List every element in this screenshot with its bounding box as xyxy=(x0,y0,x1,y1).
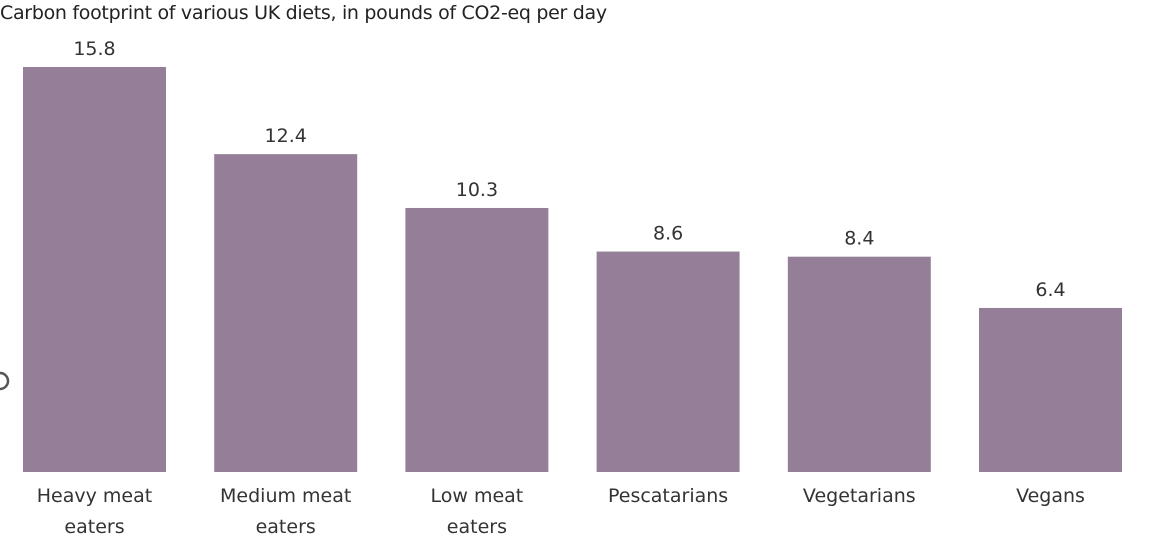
value-labels-group: 15.8 12.4 10.3 8.6 8.4 6.4 xyxy=(73,38,1065,301)
value-label-3: 8.6 xyxy=(653,223,683,245)
category-label-4-line-0: Vegetarians xyxy=(803,485,916,507)
category-labels-group: Heavy meat eaters Medium meat eaters Low mea… xyxy=(37,485,1085,538)
bars-group xyxy=(23,67,1122,472)
value-label-4: 8.4 xyxy=(844,228,874,250)
category-label-1-line-0: Medium meat xyxy=(220,485,351,507)
bar-3 xyxy=(596,251,740,472)
category-label-0-line-0: Heavy meat xyxy=(37,485,152,507)
category-label-5-line-0: Vegans xyxy=(1016,485,1085,507)
category-label-0-line-1: eaters xyxy=(64,516,124,538)
cropped-circle-icon xyxy=(0,371,10,391)
value-label-5: 6.4 xyxy=(1035,279,1065,301)
value-label-2: 10.3 xyxy=(456,179,498,201)
bar-0 xyxy=(23,67,166,472)
bar-2 xyxy=(405,207,549,472)
value-label-1: 12.4 xyxy=(265,125,307,147)
category-label-1-line-1: eaters xyxy=(256,516,316,538)
bar-4 xyxy=(787,256,931,472)
chart-title: Carbon footprint of various UK diets, in… xyxy=(0,2,607,24)
bar-5 xyxy=(979,307,1122,472)
value-label-0: 15.8 xyxy=(73,38,115,60)
bar-1 xyxy=(214,154,358,472)
category-label-2-line-1: eaters xyxy=(447,516,507,538)
category-label-2-line-0: Low meat xyxy=(431,485,524,507)
category-label-3-line-0: Pescatarians xyxy=(608,485,728,507)
